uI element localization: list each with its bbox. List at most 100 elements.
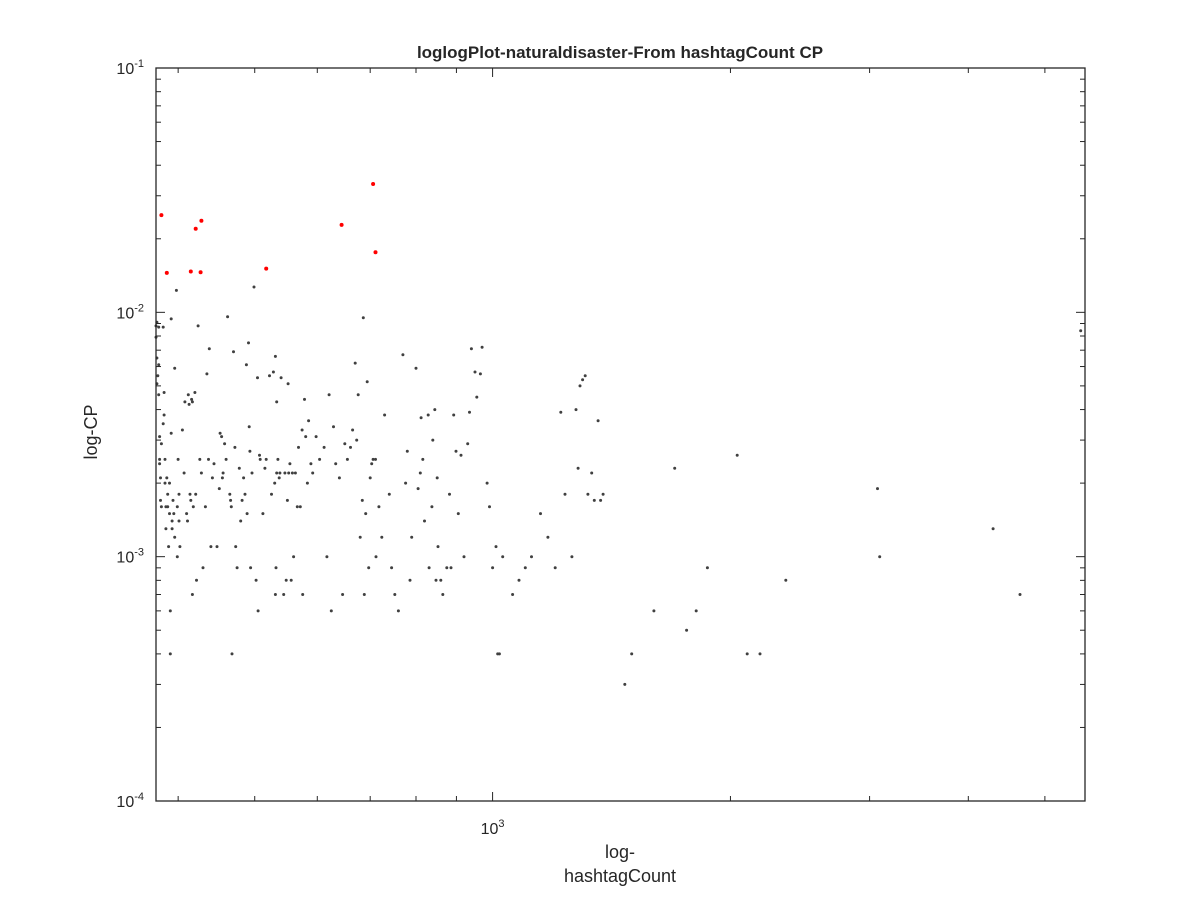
- data-point: [368, 476, 372, 480]
- data-point: [157, 325, 161, 329]
- data-point: [574, 408, 578, 412]
- data-point: [252, 285, 256, 289]
- data-point: [271, 370, 275, 374]
- data-point: [256, 376, 259, 380]
- data-point: [553, 566, 557, 570]
- data-point: [190, 397, 194, 401]
- data-point: [694, 609, 698, 613]
- data-point: [289, 578, 293, 582]
- data-point: [459, 453, 463, 457]
- data-point: [745, 652, 749, 656]
- data-point: [341, 593, 345, 596]
- highlight-point: [264, 266, 269, 271]
- y-tick-label: 10-1: [116, 58, 144, 78]
- data-point: [243, 492, 247, 496]
- data-point: [878, 555, 882, 559]
- data-point: [530, 555, 533, 559]
- data-point: [254, 578, 258, 582]
- data-point: [168, 609, 172, 613]
- data-point: [163, 457, 167, 461]
- data-point: [314, 435, 318, 439]
- data-point: [158, 462, 162, 466]
- data-point: [177, 492, 181, 496]
- data-point: [264, 457, 268, 461]
- data-point: [298, 505, 302, 509]
- data-point: [290, 471, 294, 475]
- data-point: [240, 498, 244, 502]
- data-point: [226, 315, 230, 319]
- data-point: [159, 498, 162, 502]
- data-point: [301, 593, 305, 596]
- data-point: [592, 498, 596, 502]
- x-axis-label-line-1: log-: [605, 842, 635, 862]
- data-point: [159, 505, 163, 509]
- data-point: [163, 481, 167, 485]
- data-point: [230, 652, 234, 656]
- data-point: [245, 512, 249, 516]
- data-point: [220, 476, 224, 480]
- data-point: [517, 578, 521, 582]
- y-axis-label: log-CP: [81, 404, 101, 459]
- data-point: [270, 492, 273, 496]
- data-point: [205, 372, 209, 376]
- data-point: [158, 457, 162, 461]
- data-point: [581, 378, 585, 382]
- data-point: [274, 566, 278, 570]
- data-point: [199, 471, 203, 475]
- data-point: [685, 628, 689, 632]
- data-point: [345, 457, 349, 461]
- data-point: [182, 471, 186, 475]
- highlight-point: [188, 269, 193, 274]
- data-point: [416, 487, 420, 491]
- data-point: [758, 652, 762, 656]
- data-point: [288, 462, 292, 466]
- x-axis-label-line-2: hashtagCount: [564, 866, 676, 886]
- data-point: [168, 481, 171, 485]
- data-point: [360, 498, 364, 502]
- data-point: [284, 578, 288, 582]
- data-point: [418, 471, 422, 475]
- data-point: [991, 527, 995, 531]
- data-point: [303, 397, 306, 401]
- data-point: [167, 545, 171, 549]
- data-point: [371, 457, 375, 461]
- highlight-point: [164, 270, 169, 275]
- data-point: [161, 422, 165, 426]
- data-point: [183, 400, 187, 404]
- data-point: [198, 457, 202, 461]
- data-point: [161, 325, 165, 329]
- data-point: [212, 462, 216, 466]
- data-point: [404, 481, 408, 485]
- data-point: [292, 555, 296, 559]
- data-point: [343, 442, 347, 446]
- data-point: [705, 566, 709, 570]
- data-point: [630, 652, 634, 656]
- data-point: [419, 416, 423, 420]
- data-point: [169, 431, 173, 435]
- data-point: [441, 593, 445, 596]
- data-point: [421, 457, 425, 461]
- data-point: [304, 435, 308, 439]
- data-point: [475, 395, 479, 399]
- data-point: [263, 466, 267, 470]
- data-point: [295, 505, 299, 509]
- data-point: [334, 462, 338, 466]
- data-point: [332, 425, 335, 429]
- y-tick-label: 10-2: [116, 302, 144, 322]
- data-point: [576, 466, 580, 470]
- data-point: [405, 449, 409, 453]
- data-point: [327, 393, 331, 397]
- data-point: [433, 408, 437, 412]
- data-point: [250, 471, 254, 475]
- data-point: [374, 555, 378, 559]
- data-point: [277, 476, 281, 480]
- data-point: [478, 372, 482, 376]
- data-point: [239, 519, 243, 523]
- data-point: [1018, 593, 1022, 596]
- data-point: [187, 402, 191, 406]
- data-point: [282, 593, 286, 596]
- data-point: [305, 481, 309, 485]
- data-point: [393, 593, 397, 596]
- data-point: [273, 481, 277, 485]
- data-point: [325, 555, 329, 559]
